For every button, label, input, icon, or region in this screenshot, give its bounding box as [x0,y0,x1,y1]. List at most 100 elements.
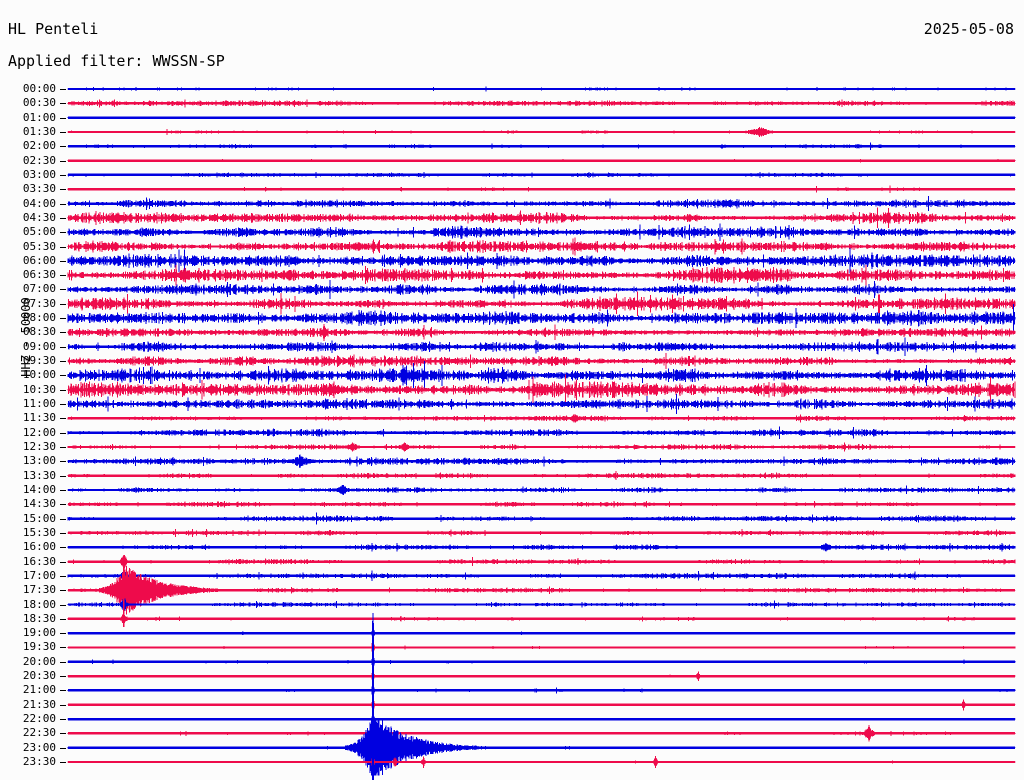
time-label-1300: 13:00 [22,454,56,468]
time-label-1330: 13:30 [22,468,56,482]
time-tick [60,189,66,191]
trace-row [67,566,1016,615]
trace-row [67,454,1016,469]
time-tick [60,318,66,320]
time-tick [60,661,66,663]
trace-row [67,223,1016,241]
time-tick [60,174,66,176]
trace-row [67,442,1016,452]
time-label-2200: 22:00 [22,712,56,726]
time-label-1130: 11:30 [22,411,56,425]
time-label-0930: 09:30 [22,354,56,368]
trace-row [67,719,1016,776]
time-label-1030: 10:30 [22,382,56,396]
trace-row [67,158,1016,163]
trace-row [67,196,1016,212]
trace-row [67,471,1016,481]
page-title: HL Penteli [8,20,99,38]
date-label: 2025-05-08 [923,20,1014,38]
time-label-2030: 20:30 [22,669,56,683]
trace-row [67,673,1016,708]
time-tick [60,618,66,620]
trace-row [67,185,1016,193]
applied-filter-label: Applied filter: WWSSN-SP [8,52,225,70]
time-tick [60,447,66,448]
time-label-0000: 00:00 [22,82,56,95]
time-tick [60,160,66,162]
trace-row [67,611,1016,627]
trace-row [67,697,1016,741]
time-label-2000: 20:00 [22,654,56,668]
time-tick [60,461,66,463]
time-label-0400: 04:00 [22,196,56,210]
time-label-0630: 06:30 [22,268,56,282]
time-tick [60,303,66,305]
time-label-1730: 17:30 [22,583,56,597]
trace-row [67,171,1016,179]
trace-row [67,374,1016,405]
time-label-0300: 03:00 [22,167,56,181]
time-label-1100: 11:00 [22,397,56,411]
trace-row [67,248,1016,274]
time-label-0730: 07:30 [22,296,56,310]
time-tick [60,704,66,706]
time-tick [60,719,66,721]
time-label-2330: 23:30 [22,755,56,769]
time-tick [60,575,66,577]
time-tick [60,246,66,248]
time-tick [60,103,66,105]
time-label-1930: 19:30 [22,640,56,654]
time-tick [60,547,66,549]
trace-row [67,142,1016,150]
time-label-0230: 02:30 [22,153,56,167]
time-tick [60,117,66,119]
time-label-0100: 01:00 [22,110,56,124]
trace-row [67,512,1016,525]
time-label-1900: 19:00 [22,626,56,640]
time-tick [60,203,66,205]
time-label-0530: 05:30 [22,239,56,253]
time-tick [60,518,66,520]
trace-row [67,280,1016,299]
trace-row [67,711,1016,756]
time-label-1800: 18:00 [22,597,56,611]
time-label-1430: 14:30 [22,497,56,511]
time-tick [60,404,66,406]
trace-row [67,628,1016,667]
trace-row [67,554,1016,569]
time-tick [60,762,66,764]
time-label-2130: 21:30 [22,697,56,711]
time-label-0430: 04:30 [22,210,56,224]
time-tick [60,633,66,635]
time-label-1500: 15:00 [22,511,56,525]
trace-row [67,264,1016,286]
time-tick [60,375,66,377]
trace-row [67,237,1016,256]
time-tick [60,504,66,506]
time-label-0800: 08:00 [22,311,56,325]
time-tick [60,532,66,534]
trace-row [67,612,1016,654]
time-label-0900: 09:00 [22,339,56,353]
trace-row [67,116,1016,119]
trace-row [67,323,1016,341]
time-label-2100: 21:00 [22,683,56,697]
time-tick [60,260,66,262]
time-tick [60,217,66,219]
trace-row [67,127,1016,137]
time-label-1600: 16:00 [22,540,56,554]
time-tick [60,232,66,234]
trace-row [67,207,1016,229]
time-label-1000: 10:00 [22,368,56,382]
time-tick [60,690,66,692]
trace-row [67,337,1016,357]
trace-row [67,542,1016,552]
time-tick [60,590,66,592]
time-tick [60,475,66,477]
time-label-0830: 08:30 [22,325,56,339]
time-label-2300: 23:00 [22,740,56,754]
trace-row [67,684,1016,725]
time-label-1200: 12:00 [22,425,56,439]
